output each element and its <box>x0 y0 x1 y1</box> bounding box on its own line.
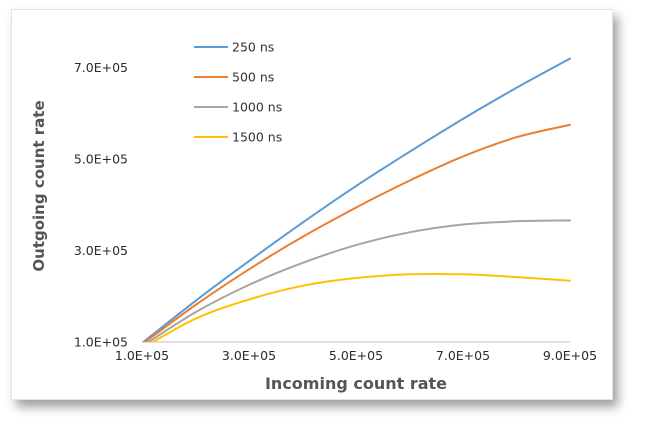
x-tick-label: 7.0E+05 <box>436 348 490 363</box>
legend-label: 1000 ns <box>232 100 282 115</box>
legend-label: 500 ns <box>232 70 274 85</box>
series-lines <box>142 57 571 342</box>
legend-label: 250 ns <box>232 40 274 55</box>
x-tick-label: 5.0E+05 <box>329 348 383 363</box>
series-line-1500-ns <box>150 272 571 342</box>
y-tick-label: 5.0E+05 <box>74 152 128 167</box>
y-tick-label: 3.0E+05 <box>74 243 128 258</box>
legend: 250 ns 500 ns 1000 ns 1500 ns <box>194 40 282 145</box>
x-tick-labels: 1.0E+05 3.0E+05 5.0E+05 7.0E+05 9.0E+05 <box>115 348 597 363</box>
chart-frame <box>11 9 613 400</box>
y-tick-label: 7.0E+05 <box>74 60 128 75</box>
series-line-500-ns <box>143 123 571 342</box>
series-line-1000-ns <box>146 219 571 342</box>
x-axis-title: Incoming count rate <box>265 374 447 393</box>
y-axis-title: Outgoing count rate <box>30 100 48 271</box>
legend-label: 1500 ns <box>232 130 282 145</box>
y-tick-label: 1.0E+05 <box>74 335 128 350</box>
x-tick-label: 3.0E+05 <box>222 348 276 363</box>
x-tick-label: 1.0E+05 <box>115 348 169 363</box>
x-tick-label: 9.0E+05 <box>543 348 597 363</box>
y-tick-labels: 1.0E+05 3.0E+05 5.0E+05 7.0E+05 <box>74 60 128 349</box>
series-line-250-ns <box>142 57 571 342</box>
